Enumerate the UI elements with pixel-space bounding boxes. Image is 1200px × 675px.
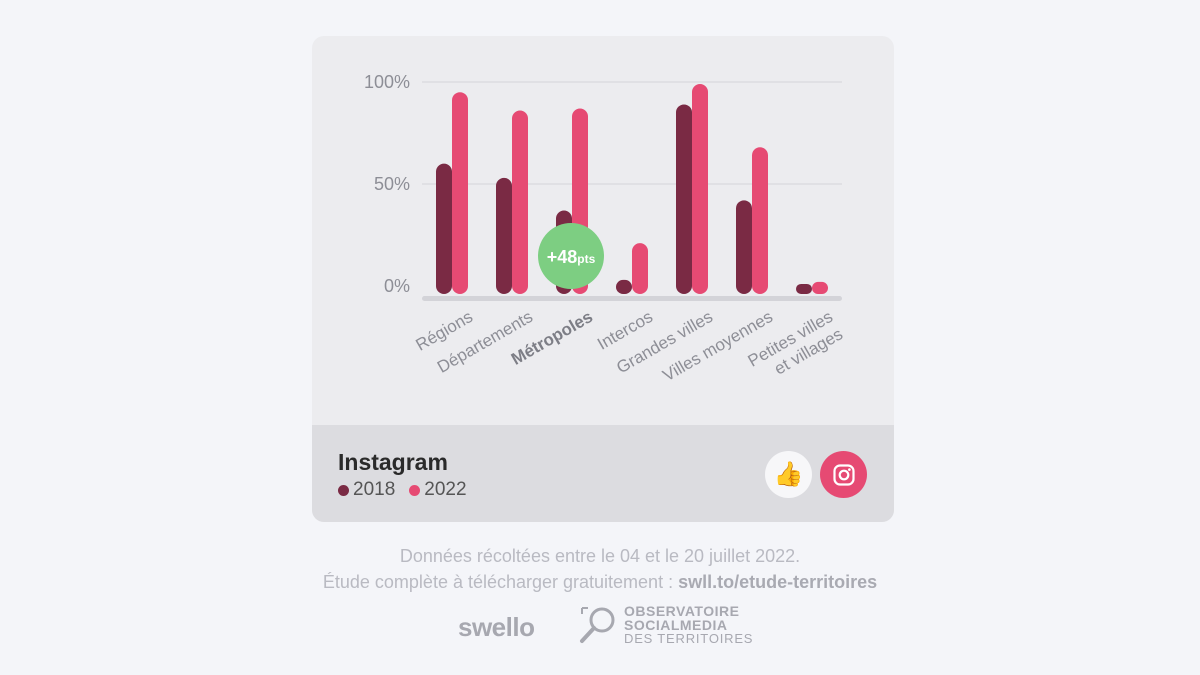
legend-item-2018: 2018 [338, 479, 395, 501]
bar-2018-0 [436, 163, 452, 294]
bar-2018-4 [676, 104, 692, 294]
chart-legend: 2018 2022 [338, 479, 467, 501]
study-link[interactable]: swll.to/etude-territoires [678, 572, 878, 592]
y-tick-label: 0% [384, 276, 410, 296]
bar-2022-6 [812, 281, 828, 294]
legend-label-2018: 2018 [353, 479, 396, 500]
bar-2022-1 [512, 110, 528, 294]
instagram-icon [820, 451, 867, 498]
bar-2018-5 [736, 200, 752, 294]
chart-bars [436, 84, 828, 295]
y-tick-label: 100% [364, 72, 410, 92]
legend-item-2022: 2022 [409, 479, 467, 501]
bar-2018-6 [796, 283, 812, 294]
observatory-line-2: SOCIALMEDIA [624, 617, 728, 633]
legend-label-2022: 2022 [424, 479, 467, 500]
platform-title: Instagram [338, 449, 448, 475]
bar-2022-0 [452, 92, 468, 294]
bar-2022-4 [692, 84, 708, 294]
y-tick-label: 50% [374, 174, 410, 194]
thumbs-up-icon: 👍 [765, 451, 812, 498]
swello-logo: swello [458, 612, 535, 642]
observatory-line-3: DES TERRITOIRES [624, 631, 754, 646]
thumbs-up-glyph: 👍 [773, 461, 804, 488]
bar-2022-5 [752, 147, 768, 294]
legend-swatch-2022 [409, 484, 421, 496]
footer-line-2: Étude complète à télécharger gratuitemen… [0, 572, 1200, 593]
footer-line-2-text: Étude complète à télécharger gratuitemen… [322, 572, 679, 592]
annotation-value: +48 [547, 247, 578, 267]
legend-swatch-2018 [338, 484, 349, 496]
chart-annotation: +48pts [538, 223, 604, 289]
chart-grid: 0% 50% 100% [364, 72, 842, 301]
bar-2018-3 [616, 279, 632, 294]
annotation-unit: pts [577, 252, 595, 266]
observatory-line-1: OBSERVATOIRE [624, 603, 740, 619]
bar-chart: 0% 50% 100% RégionsDépartementsMétropolesI… [364, 72, 846, 385]
annotation-badge [538, 223, 604, 289]
annotation-text: +48pts [547, 247, 596, 267]
bar-2022-3 [632, 243, 648, 294]
magnifier-icon [580, 607, 615, 643]
chart-card: 0% 50% 100% Régions Départements Métropoles I… [312, 36, 894, 522]
card-footer: Instagram 2018 2022 👍 [312, 425, 894, 522]
observatory-logo: OBSERVATOIRE SOCIALMEDIA DES TERRITOIRES [624, 604, 753, 646]
instagram-glyph [832, 463, 855, 486]
x-axis-labels: RégionsDépartementsMétropolesIntercosGra… [412, 307, 846, 385]
bar-2018-1 [496, 177, 512, 294]
x-axis-baseline [422, 296, 842, 301]
footer-line-1: Données récoltées entre le 04 et le 20 j… [399, 546, 801, 566]
